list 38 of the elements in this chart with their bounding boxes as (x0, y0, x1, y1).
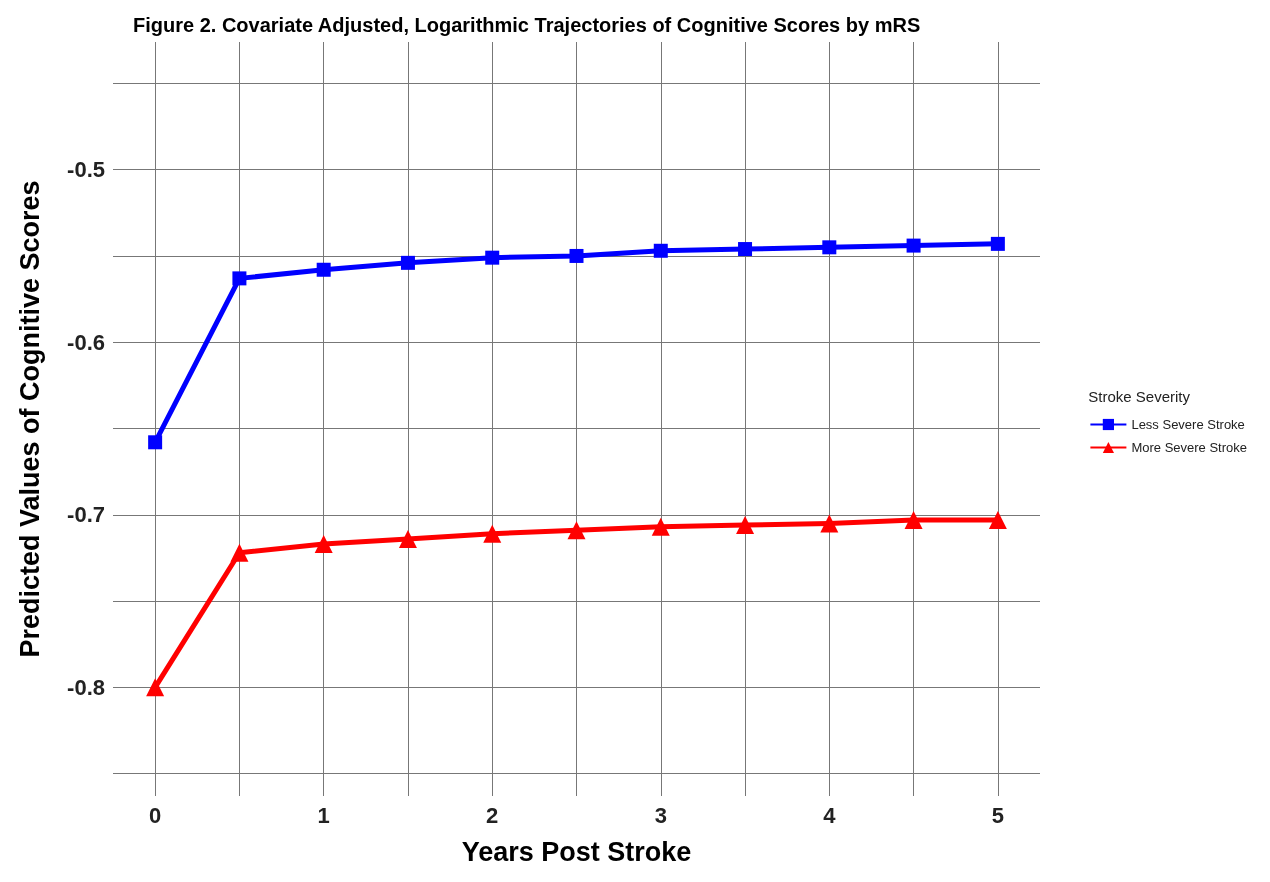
point (736, 516, 755, 535)
point (232, 271, 247, 286)
point (316, 262, 331, 277)
y-tick-label: -0.8 (67, 674, 105, 700)
point (398, 529, 417, 548)
point (485, 250, 500, 265)
y-tick-label: -0.6 (67, 329, 105, 355)
point (314, 535, 333, 554)
point (990, 236, 1005, 251)
point (230, 543, 249, 562)
point (400, 255, 415, 270)
point (483, 524, 502, 543)
x-tick-label: 3 (654, 802, 667, 828)
x-tick-label: 0 (149, 802, 162, 828)
y-tick-label: -0.5 (67, 157, 105, 183)
x-tick-label: 2 (486, 802, 499, 828)
x-tick-label: 5 (991, 802, 1004, 828)
x-tick-label: 1 (317, 802, 330, 828)
legend-label: More Severe Stroke (1131, 440, 1248, 455)
point (738, 242, 753, 257)
point (822, 240, 837, 255)
point (653, 243, 668, 258)
point (988, 510, 1007, 529)
point (146, 678, 165, 697)
point (569, 248, 584, 263)
point (567, 521, 586, 540)
point (148, 435, 163, 450)
y-tick-label: -0.7 (67, 502, 105, 528)
point (651, 517, 670, 536)
point (904, 510, 923, 529)
chart-title: Figure 2. Covariate Adjusted, Logarithmic Trajectories of Cognitive Scores by mRS (133, 14, 921, 36)
legend-label: Less Severe Stroke (1131, 417, 1245, 432)
y-axis-title: Predicted Values of Cognitive Scores (14, 180, 45, 658)
point (820, 514, 839, 533)
x-tick-label: 4 (823, 802, 837, 828)
point (906, 238, 921, 253)
legend-title: Stroke Severity (1088, 388, 1191, 405)
x-axis-title: Years Post Stroke (461, 836, 692, 867)
